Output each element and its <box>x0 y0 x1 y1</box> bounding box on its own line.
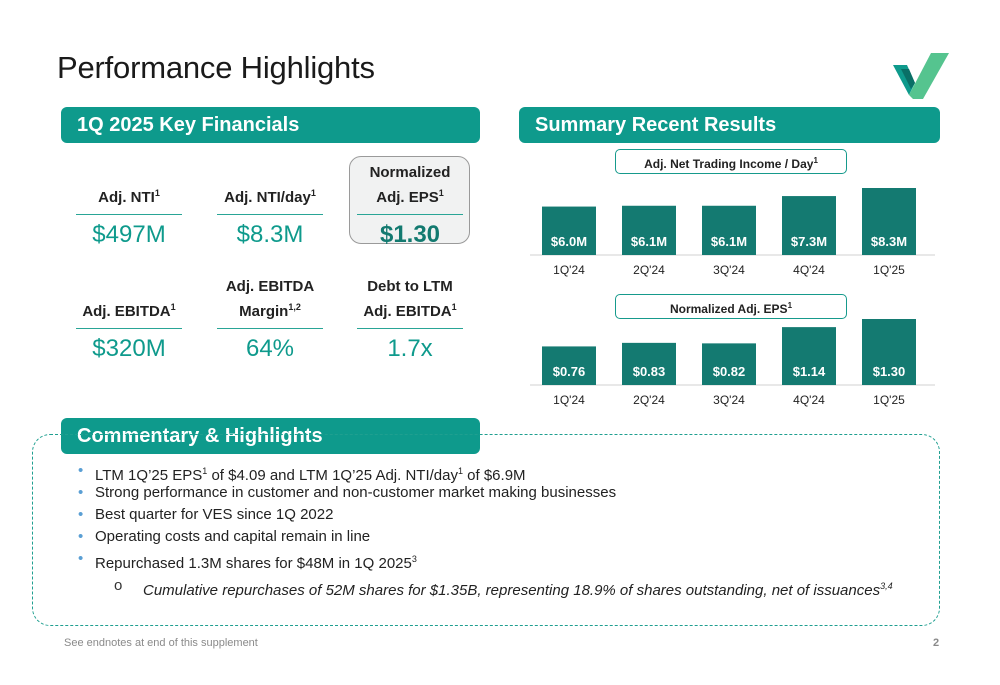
x-tick-label: 1Q'24 <box>553 393 585 407</box>
kpi-value: $497M <box>92 221 166 248</box>
kpi-label: Adj. NTI/day1 <box>224 188 316 206</box>
x-tick-label: 4Q'24 <box>793 263 825 277</box>
kpi-divider <box>76 328 182 329</box>
kpi-value: 64% <box>245 335 295 362</box>
kpi-label: Normalized Adj. EPS1 <box>369 164 451 206</box>
x-tick-label: 1Q'24 <box>553 263 585 277</box>
page-title: Performance Highlights <box>57 50 375 85</box>
data-label: $6.1M <box>631 234 667 249</box>
kpi-label: Adj. EBITDA1 <box>82 302 176 320</box>
data-label: $0.83 <box>633 364 666 379</box>
x-tick-label: 4Q'24 <box>793 393 825 407</box>
data-label: $6.1M <box>711 234 747 249</box>
data-label: $7.3M <box>791 234 827 249</box>
kpi-adj-nti: Adj. NTI1 $497M <box>64 183 194 249</box>
key-financials-header: 1Q 2025 Key Financials <box>61 107 480 143</box>
kpi-label: Adj. EBITDA Margin1,2 <box>225 278 315 320</box>
commentary-header: Commentary & Highlights <box>61 418 480 454</box>
list-item: • Best quarter for VES since 1Q 2022 <box>78 506 334 523</box>
x-tick-label: 2Q'24 <box>633 263 665 277</box>
list-item: • LTM 1Q’25 EPS1 of $4.09 and LTM 1Q’25 A… <box>78 462 526 484</box>
kpi-value: $320M <box>92 335 166 362</box>
normalized-eps-highlight-box <box>349 156 470 244</box>
data-label: $6.0M <box>551 234 587 249</box>
data-label: $8.3M <box>871 234 907 249</box>
bar <box>702 343 756 385</box>
bar <box>622 205 676 255</box>
summary-results-header: Summary Recent Results <box>519 107 940 143</box>
bar <box>862 319 916 385</box>
data-label: $0.82 <box>713 364 746 379</box>
bar <box>702 205 756 255</box>
x-tick-label: 1Q'25 <box>873 393 905 407</box>
list-item: • Repurchased 1.3M shares for $48M in 1Q … <box>78 550 417 572</box>
commentary-bullets: • LTM 1Q’25 EPS1 of $4.09 and LTM 1Q’25 A… <box>78 460 928 572</box>
x-tick-label: 3Q'24 <box>713 263 745 277</box>
x-tick-label: 1Q'25 <box>873 263 905 277</box>
kpi-divider <box>217 214 323 215</box>
bar <box>622 342 676 385</box>
data-label: $1.30 <box>873 364 906 379</box>
data-label: $1.14 <box>793 364 826 379</box>
list-item: • Strong performance in customer and non-… <box>78 484 617 501</box>
kpi-divider <box>357 328 463 329</box>
page-number: 2 <box>933 637 940 649</box>
list-item: • Operating costs and capital remain in l… <box>78 528 371 545</box>
kpi-value: $8.3M <box>236 221 304 248</box>
footnote: See endnotes at end of this supplement <box>64 637 258 649</box>
kpi-label: Debt to LTM Adj. EBITDA1 <box>363 278 457 320</box>
bar <box>782 327 836 385</box>
kpi-normalized-eps: Normalized Adj. EPS1 $1.30 <box>345 163 475 249</box>
kpi-debt-to-ebitda: Debt to LTM Adj. EBITDA1 1.7x <box>345 277 475 363</box>
kpi-ebitda-margin: Adj. EBITDA Margin1,2 64% <box>205 277 335 363</box>
chart-title-nti-per-day: Adj. Net Trading Income / Day1 <box>615 149 847 174</box>
x-tick-label: 2Q'24 <box>633 393 665 407</box>
kpi-divider <box>76 214 182 215</box>
data-label: $0.76 <box>553 364 586 379</box>
kpi-value: 1.7x <box>387 335 433 362</box>
kpi-divider <box>217 328 323 329</box>
bar <box>862 188 916 255</box>
kpi-value: $1.30 <box>379 221 441 248</box>
kpi-label: Adj. NTI1 <box>98 188 160 206</box>
bar <box>542 346 596 385</box>
kpi-adj-nti-day: Adj. NTI/day1 $8.3M <box>205 183 335 249</box>
bar <box>542 206 596 255</box>
bar <box>782 196 836 255</box>
chart-title-normalized-eps: Normalized Adj. EPS1 <box>615 294 847 319</box>
kpi-divider <box>357 214 463 215</box>
virtu-check-logo-icon <box>893 53 949 99</box>
commentary-panel <box>32 434 940 626</box>
x-tick-label: 3Q'24 <box>713 393 745 407</box>
nti-per-day-bar-chart: $6.0M 1Q'24 $6.1M 2Q'24 $6.1M 3Q'24 $7.3M 4Q'24… <box>530 188 935 277</box>
sub-bullet: o Cumulative repurchases of 52M shares f… <box>114 577 893 599</box>
normalized-eps-bar-chart: $0.76 1Q'24 $0.83 2Q'24 $0.82 3Q'24 $1.14 4Q'24… <box>530 319 935 407</box>
kpi-adj-ebitda: Adj. EBITDA1 $320M <box>64 297 194 363</box>
